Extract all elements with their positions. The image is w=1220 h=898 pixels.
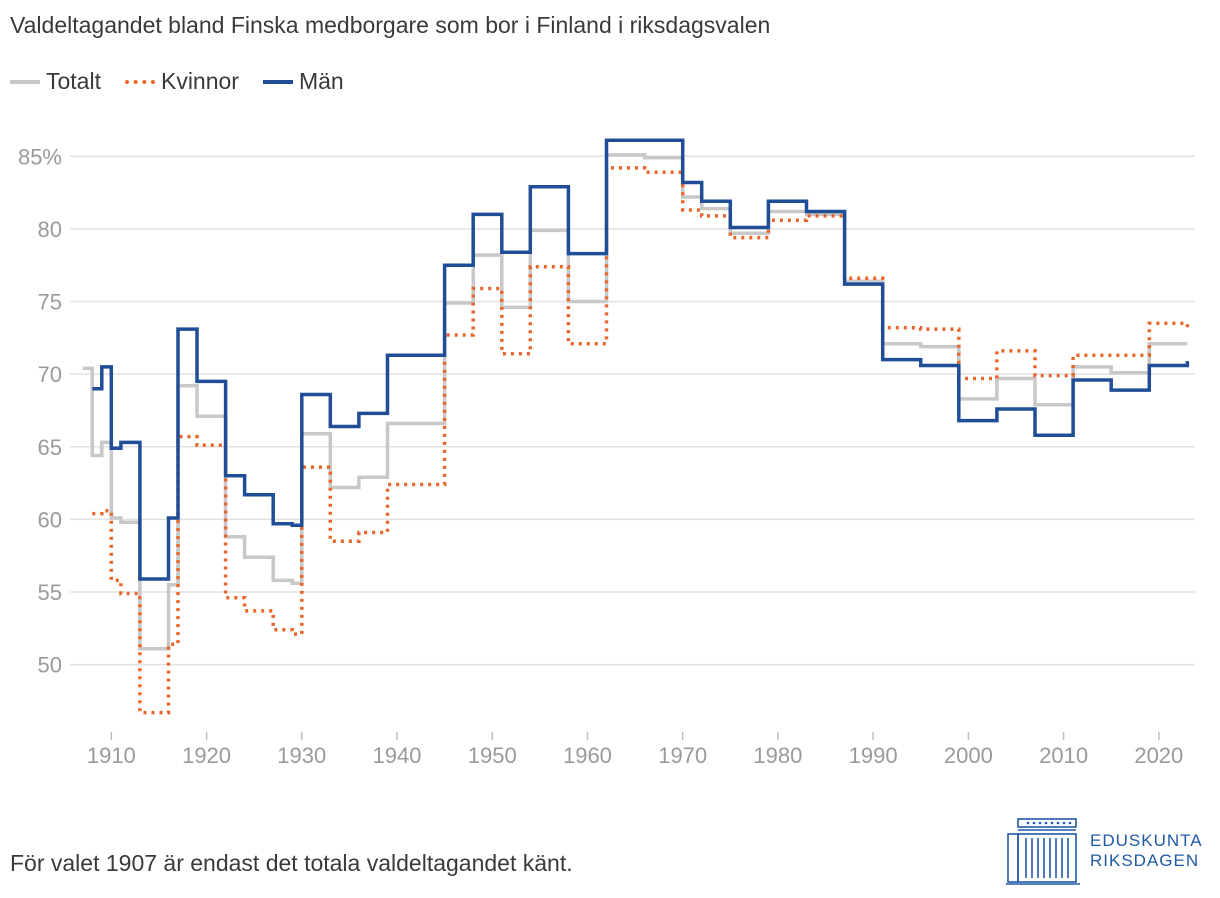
chart-title: Valdeltagandet bland Finska medborgare s… <box>10 12 771 38</box>
legend-swatch-women <box>124 79 155 84</box>
eduskunta-logo: EDUSKUNTA RIKSDAGEN <box>1006 816 1203 886</box>
x-tick-label: 1940 <box>373 743 422 768</box>
footnote: För valet 1907 är endast det totala vald… <box>10 850 573 876</box>
x-tick-label: 1930 <box>277 743 326 768</box>
y-tick-label: 75 <box>38 290 62 315</box>
logo-line-1: EDUSKUNTA <box>1090 831 1203 850</box>
series-line-men <box>92 138 1190 581</box>
chart-legend: Totalt Kvinnor Män <box>10 68 368 95</box>
series-line-total <box>82 153 1188 651</box>
y-tick-label: 50 <box>38 653 62 678</box>
legend-label-men: Män <box>298 68 344 94</box>
y-tick-label: 55 <box>38 580 62 605</box>
x-tick-label: 1960 <box>563 743 612 768</box>
y-tick-label: 80 <box>38 217 62 242</box>
series-line-women <box>92 166 1190 715</box>
legend-item-women: Kvinnor <box>124 68 239 95</box>
series-lines <box>82 138 1190 715</box>
x-tick-label: 1980 <box>753 743 802 768</box>
x-tick-label: 2010 <box>1039 743 1088 768</box>
legend-item-total: Totalt <box>10 68 101 95</box>
x-tick-label: 1970 <box>658 743 707 768</box>
legend-swatch-men <box>262 79 293 84</box>
x-tick-label: 1990 <box>849 743 898 768</box>
y-tick-label: 85% <box>18 144 62 169</box>
logo-text: EDUSKUNTA RIKSDAGEN <box>1090 831 1203 871</box>
x-tick-label: 2000 <box>944 743 993 768</box>
grid-lines <box>70 155 1195 666</box>
y-axis-ticks: 50 55 60 65 70 75 80 85% <box>18 144 62 677</box>
legend-item-men: Män <box>262 68 344 95</box>
parliament-building-icon <box>1006 818 1080 885</box>
x-tick-label: 2020 <box>1134 743 1183 768</box>
x-axis-ticks: 1910 1920 1930 1940 1950 1960 1970 1980 1990 2000… <box>87 732 1183 768</box>
legend-label-women: Kvinnor <box>160 68 239 94</box>
logo-line-2: RIKSDAGEN <box>1090 851 1200 870</box>
legend-label-total: Totalt <box>46 68 101 94</box>
y-tick-label: 65 <box>38 435 62 460</box>
x-tick-label: 1910 <box>87 743 136 768</box>
y-tick-label: 60 <box>38 507 62 532</box>
x-tick-label: 1950 <box>468 743 517 768</box>
y-tick-label: 70 <box>38 362 62 387</box>
x-tick-label: 1920 <box>182 743 231 768</box>
legend-swatch-total <box>10 79 40 84</box>
